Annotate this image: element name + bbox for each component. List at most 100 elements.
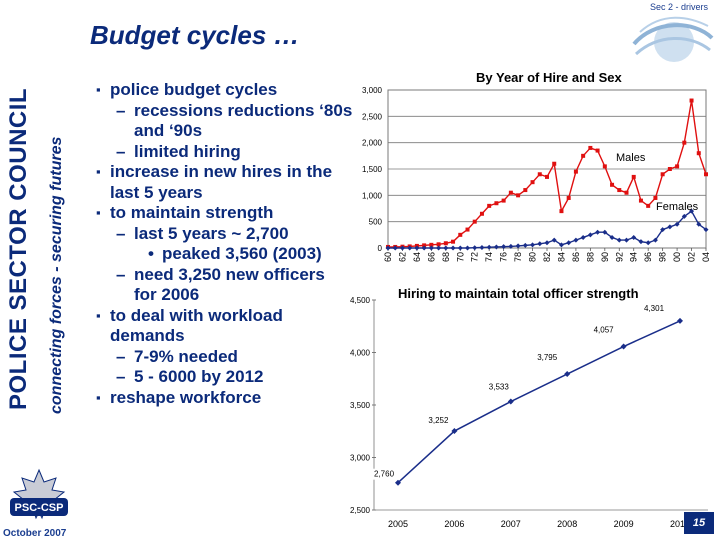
chart1-point <box>414 245 420 251</box>
logo-text: PSC-CSP <box>15 502 64 514</box>
chart1-point <box>436 245 442 251</box>
chart1-point <box>479 244 485 250</box>
chart2-data-label: 3,533 <box>489 383 510 392</box>
chart1-point <box>674 221 680 227</box>
chart1-point <box>609 234 615 240</box>
chart1-y-tick-label: 2,500 <box>362 112 383 121</box>
chart2-x-tick-label: 2010 <box>670 519 690 529</box>
chart2-point <box>677 317 683 324</box>
chart1-point <box>530 180 535 185</box>
chart1-point <box>573 237 579 243</box>
chart1-point <box>638 239 644 245</box>
chart2-y-tick-label: 2,500 <box>350 506 371 515</box>
chart1-point <box>675 164 680 169</box>
chart1-y-tick-label: 1,500 <box>362 165 383 174</box>
chart1-x-tick-label: 78 <box>513 252 523 262</box>
chart1-point <box>486 244 492 250</box>
chart1-point <box>530 242 536 248</box>
chart1-point <box>588 145 593 150</box>
chart1-point <box>558 242 564 248</box>
chart1-series-label: Males <box>616 152 646 164</box>
chart1-point <box>472 245 478 251</box>
chart2-y-tick-label: 3,000 <box>350 454 371 463</box>
chart1-title: By Year of Hire and Sex <box>476 70 622 85</box>
chart1-point <box>667 224 673 230</box>
chart2-data-label: 4,301 <box>644 304 665 313</box>
chart1-x-tick-label: 04 <box>701 252 711 262</box>
chart1-x-tick-label: 90 <box>600 252 610 262</box>
chart2-x-tick-label: 2006 <box>444 519 464 529</box>
chart2-data-label-bg <box>591 324 619 336</box>
slide-title: Budget cycles … <box>90 20 300 50</box>
chart1-point <box>487 203 492 208</box>
chart1-y-tick-label: 500 <box>369 218 383 227</box>
chart1-point <box>602 229 608 235</box>
chart1-point <box>399 245 405 251</box>
chart1-point <box>681 213 687 219</box>
chart1-y-tick-label: 2,000 <box>362 139 383 148</box>
chart1-x-tick-label: 96 <box>643 252 653 262</box>
bullet-item: to maintain strength <box>96 203 273 224</box>
chart1-point <box>645 240 651 246</box>
chart1-point <box>696 221 702 227</box>
chart1-point <box>515 243 521 249</box>
chart1-point <box>537 241 543 247</box>
chart2-data-label: 4,057 <box>594 326 615 335</box>
chart2-point <box>564 371 571 378</box>
chart1-point <box>652 237 658 243</box>
chart1-point <box>624 237 629 243</box>
chart2-data-label-bg <box>426 415 454 427</box>
chart2-data-label-bg <box>535 352 563 364</box>
bullet-item: reshape workforce <box>96 388 261 409</box>
chart1-x-tick-label: 66 <box>426 252 436 262</box>
bullet-item: peaked 3,560 (2003) <box>148 244 322 265</box>
chart1-point <box>494 201 499 206</box>
chart1-x-tick-label: 02 <box>687 252 697 262</box>
chart1-point <box>465 245 470 251</box>
chart1-x-tick-label: 72 <box>470 252 480 262</box>
chart2-point <box>451 428 458 435</box>
chart1-point <box>465 227 470 232</box>
chart1-point <box>704 172 708 177</box>
bullet-item: limited hiring <box>116 142 241 163</box>
chart1-x-tick-label: 94 <box>629 252 639 262</box>
chart1-point <box>545 174 549 179</box>
bullet-item: 5 - 6000 by 2012 <box>116 367 264 388</box>
chart1-point <box>385 245 391 251</box>
chart1-x-tick-label: 62 <box>397 252 407 262</box>
chart1-point <box>696 151 701 156</box>
chart1-point <box>631 174 636 179</box>
chart1-x-tick-label: 82 <box>542 252 552 262</box>
chart1-point <box>559 209 564 214</box>
chart1-point <box>443 245 449 251</box>
chart1-x-tick-label: 98 <box>658 252 668 262</box>
chart1-x-tick-label: 60 <box>383 252 393 262</box>
chart1-point <box>551 237 557 243</box>
chart2-data-label-bg <box>486 381 514 393</box>
chart2-data-label-bg <box>372 468 399 480</box>
chart1-point <box>703 227 709 233</box>
chart1-y-tick-label: 0 <box>378 244 383 253</box>
chart1-x-tick-label: 92 <box>614 252 624 262</box>
chart1-point <box>660 227 666 233</box>
chart1-point <box>407 245 413 251</box>
chart1-point <box>653 195 658 200</box>
chart1-point <box>392 245 398 251</box>
bullet-item: last 5 years <box>110 182 203 202</box>
chart1-point <box>450 245 456 251</box>
chart1-point <box>436 242 441 247</box>
chart2-point <box>507 398 514 405</box>
chart1-point <box>501 198 506 203</box>
chart1-point <box>522 242 528 248</box>
chart2-x-tick-label: 2009 <box>614 519 634 529</box>
chart1-point <box>595 229 601 235</box>
chart1-point <box>610 182 615 187</box>
chart1-point <box>682 140 687 145</box>
chart1-point <box>493 244 499 250</box>
section-tag: Sec 2 - drivers <box>649 2 708 12</box>
sidebar: POLICE SECTOR COUNCIL connecting forces … <box>0 0 82 540</box>
chart1-point <box>689 208 695 214</box>
page-number: 15 <box>684 512 714 534</box>
chart2-point <box>620 343 627 350</box>
